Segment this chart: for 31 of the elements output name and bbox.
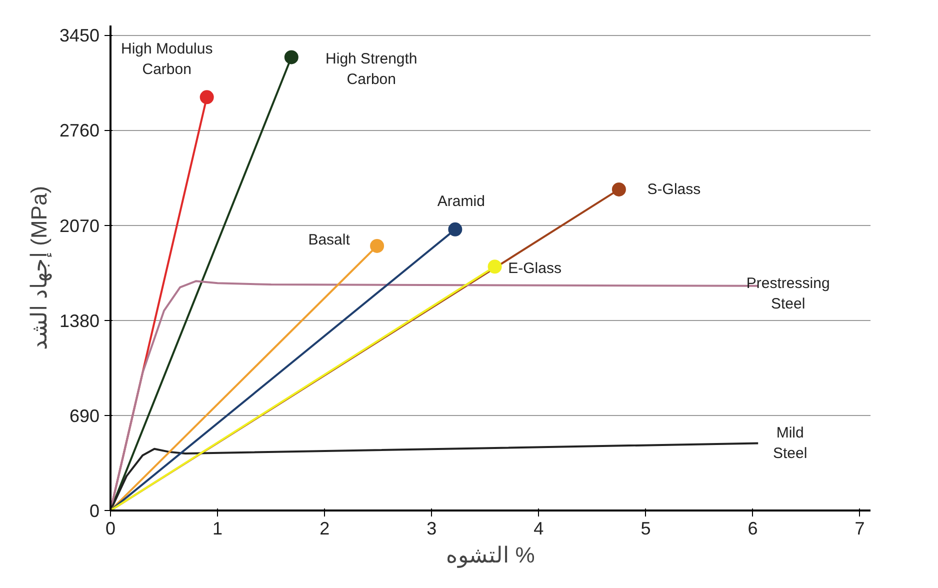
point	[488, 260, 502, 274]
x-tick-label: 1	[212, 518, 223, 538]
y-tick-label: 3450	[59, 26, 100, 46]
point	[284, 50, 298, 64]
x-tick-label: 0	[105, 518, 116, 538]
point	[612, 182, 626, 196]
x-tick-label: 6	[748, 518, 758, 538]
point	[200, 90, 214, 104]
series-label: Mild Steel	[773, 424, 808, 462]
line-series	[110, 442, 760, 510]
y-tick-label: 2070	[59, 216, 100, 236]
y-tick-label: 2760	[59, 120, 100, 141]
y-tick-label: 1380	[59, 310, 100, 331]
point	[370, 238, 384, 253]
y-axis-title: إجهاد الشد (MPa)	[26, 186, 52, 350]
series-label: Prestressing Steel	[746, 275, 830, 313]
series-label: High Strength Carbon	[326, 50, 418, 88]
x-tick-label: 7	[854, 518, 865, 538]
point	[448, 222, 462, 236]
x-tick-label: 4	[534, 518, 544, 538]
series-label: Aramid	[437, 192, 485, 210]
y-tick-label: 0	[89, 501, 100, 521]
series-label: Basalt	[308, 231, 351, 248]
series-label: S-Glass	[647, 180, 701, 198]
series-label: E-Glass	[508, 260, 562, 278]
x-tick-label: 3	[426, 518, 437, 538]
x-axis-title: التشوه %	[446, 542, 535, 568]
series-label: High Modulus Carbon	[120, 40, 213, 78]
x-tick-label: 2	[320, 518, 330, 538]
x-tick-label: 5	[640, 518, 651, 538]
y-tick-label: 690	[69, 406, 100, 426]
